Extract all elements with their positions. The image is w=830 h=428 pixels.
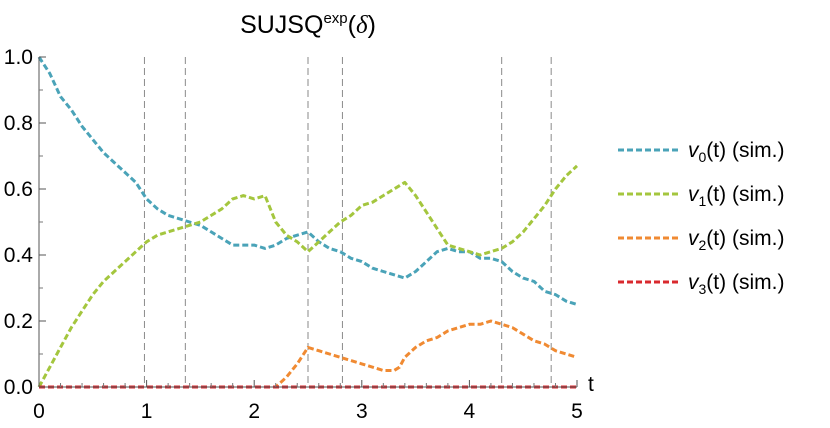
x-ticks: 0 1 2 3 4 5	[33, 380, 583, 423]
y-tick-label: 0.8	[4, 112, 33, 135]
series-line-v0	[37, 56, 578, 306]
legend-rest: (t) (sim.)	[706, 183, 784, 206]
legend-label-v1: v1(t) (sim.)	[688, 183, 784, 209]
y-tick-label: 0.4	[4, 244, 34, 267]
legend: v0(t) (sim.)v1(t) (sim.)v2(t) (sim.)v3(t…	[618, 139, 784, 297]
series-line-v2	[39, 319, 578, 389]
y-tick-label: 0.6	[4, 178, 33, 201]
legend-sub: 0	[699, 149, 707, 165]
series-lines	[37, 56, 579, 389]
y-tick-label: 0.2	[4, 310, 33, 333]
chart-title-arg: δ	[356, 12, 368, 39]
y-tick-label: 1.0	[4, 46, 33, 69]
legend-var: v	[688, 271, 700, 294]
chart-title: SUJSQexp(δ)	[240, 10, 376, 39]
legend-rest: (t) (sim.)	[706, 227, 784, 250]
series-line-v1	[37, 164, 579, 388]
x-tick-label: 5	[571, 400, 583, 423]
legend-var: v	[688, 183, 700, 206]
legend-label-v0: v0(t) (sim.)	[688, 139, 784, 165]
x-tick-label: 0	[33, 400, 45, 423]
legend-rest: (t) (sim.)	[706, 271, 784, 294]
legend-label-v2: v2(t) (sim.)	[688, 227, 784, 253]
x-axis-label: t	[588, 373, 594, 396]
y-ticks: 0.0 0.2 0.4 0.6 0.8 1.0	[4, 46, 46, 399]
chart-title-base: SUJSQ	[240, 11, 323, 39]
x-tick-label: 4	[464, 400, 476, 423]
legend-sub: 2	[699, 237, 707, 253]
legend-rest: (t) (sim.)	[706, 139, 784, 162]
legend-var: v	[688, 139, 700, 162]
y-tick-label: 0.0	[4, 376, 33, 399]
legend-label-v3: v3(t) (sim.)	[688, 271, 784, 297]
legend-var: v	[688, 227, 700, 250]
chart-title-sup: exp	[323, 10, 347, 27]
chart-title-open: (	[348, 11, 357, 39]
legend-sub: 3	[699, 281, 707, 297]
vertical-markers	[143, 57, 552, 387]
chart-title-close: )	[368, 11, 376, 39]
x-tick-label: 2	[248, 400, 260, 423]
x-tick-label: 3	[356, 400, 368, 423]
x-tick-label: 1	[141, 400, 153, 423]
legend-sub: 1	[699, 193, 707, 209]
